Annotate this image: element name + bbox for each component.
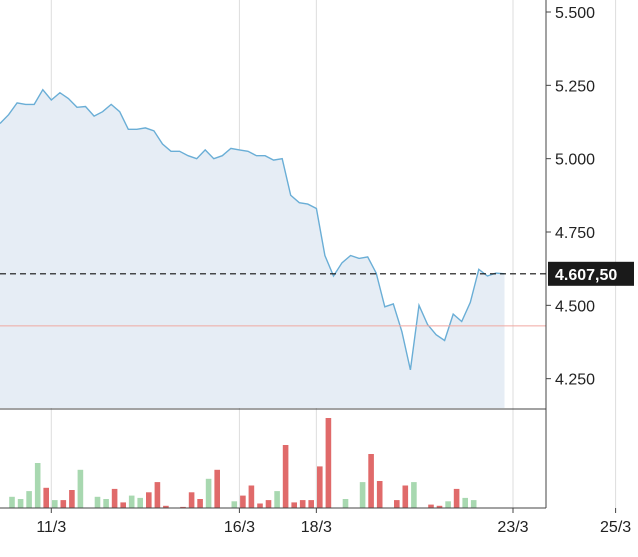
volume-bar [77,469,84,509]
volume-bar [111,488,118,508]
volume-bar [52,500,58,508]
volume-bar [462,497,468,508]
volume-bar [17,499,24,508]
volume-bar [205,478,212,509]
current-price-label: 4.607,50 [555,267,617,284]
volume-bar [342,499,349,508]
volume-bar [214,469,220,509]
x-tick-label: 16/3 [224,519,255,536]
volume-bar [376,481,383,508]
volume-bar [325,418,332,508]
y-tick-label: 4.250 [555,372,595,389]
volume-bar [436,505,443,509]
volume-bar [291,502,297,508]
current-price-layer: 4.607,50 [0,261,634,286]
volume-bar [368,454,374,508]
current-price-badge [548,261,634,286]
volume-bar [265,500,272,508]
volume-bar [308,500,314,508]
volume-bar [394,500,400,508]
volume-bar [180,506,186,508]
volume-bar [317,466,323,508]
volume-bar [445,501,451,509]
volume-bar [9,496,15,509]
volume-bar [43,487,49,509]
price-area-layer [0,88,505,408]
volume-bar [257,503,263,508]
volume-bar [453,488,460,508]
axis-labels-layer: 4.250 4.500 4.750 5.000 5.250 5.500 11/3 16/3 18… [36,5,631,536]
y-tick-label: 4.500 [555,298,595,315]
volume-bar [163,505,169,509]
y-tick-label: 5.500 [555,5,595,22]
volume-bar [274,491,280,508]
volume-bar [128,495,135,508]
volume-bar [299,500,306,508]
volume-bar [359,482,366,508]
x-tick-label: 25/3 [600,519,631,536]
volume-bar [188,492,195,509]
volume-bar [60,500,67,508]
volume-bar [137,497,143,508]
volume-bar [69,490,75,508]
price-area-fill [0,89,505,408]
x-tick-label: 11/3 [36,519,66,536]
volume-bar [402,485,409,508]
y-tick-label: 4.750 [555,225,595,242]
x-tick-label: 23/3 [497,519,528,536]
volume-bar [231,501,238,509]
price-line [0,88,505,371]
volume-bar [240,495,246,508]
y-tick-label: 5.250 [555,78,595,95]
volume-bar [411,482,417,508]
volume-bar [146,492,152,509]
x-tick-label: 18/3 [301,519,332,536]
axes-layer [0,0,617,513]
volume-bar [103,499,109,508]
volume-bar [428,504,434,508]
volume-bar [197,499,203,508]
volume-bar [94,496,101,509]
volume-bar [248,485,255,508]
volume-bar [282,445,289,508]
volume-bar [26,491,32,508]
volume-bar [120,502,126,508]
y-tick-label: 5.000 [555,152,595,169]
volume-layer [9,418,477,509]
volume-bar [470,500,477,508]
volume-bar [154,482,161,508]
volume-bar [34,463,41,508]
